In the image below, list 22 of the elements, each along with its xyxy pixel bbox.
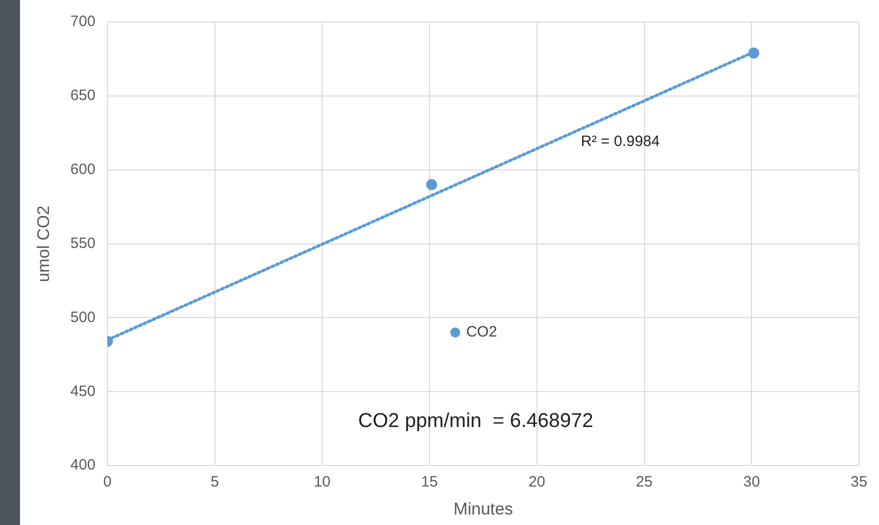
annotation: R² = 0.9984 (580, 132, 660, 150)
x-tick-label: 15 (421, 474, 438, 491)
x-tick-label: 5 (210, 474, 219, 491)
y-tick-label: 650 (70, 87, 96, 104)
y-axis-title: umol CO2 (34, 206, 53, 282)
y-tick-label: 700 (70, 13, 96, 30)
point (748, 48, 760, 59)
x-tick-label: 10 (314, 474, 331, 491)
y-tick-label: 600 (70, 161, 96, 178)
y-tick-label: 550 (70, 234, 96, 252)
point (426, 179, 438, 190)
x-tick-label: 0 (103, 474, 112, 491)
y-tick-label: 400 (70, 456, 96, 474)
x-tick-label: 30 (743, 474, 760, 491)
y-tick-label: 500 (70, 308, 96, 326)
x-tick-label: 25 (636, 474, 653, 491)
legend-label: CO2 (466, 324, 498, 341)
x-tick-label: 35 (850, 474, 868, 491)
x-axis-title: Minutes (453, 499, 513, 518)
annotation: CO2 ppm/min = 6.468972 (358, 410, 594, 432)
y-tick-label: 450 (70, 382, 96, 400)
x-tick-label: 20 (528, 474, 546, 491)
